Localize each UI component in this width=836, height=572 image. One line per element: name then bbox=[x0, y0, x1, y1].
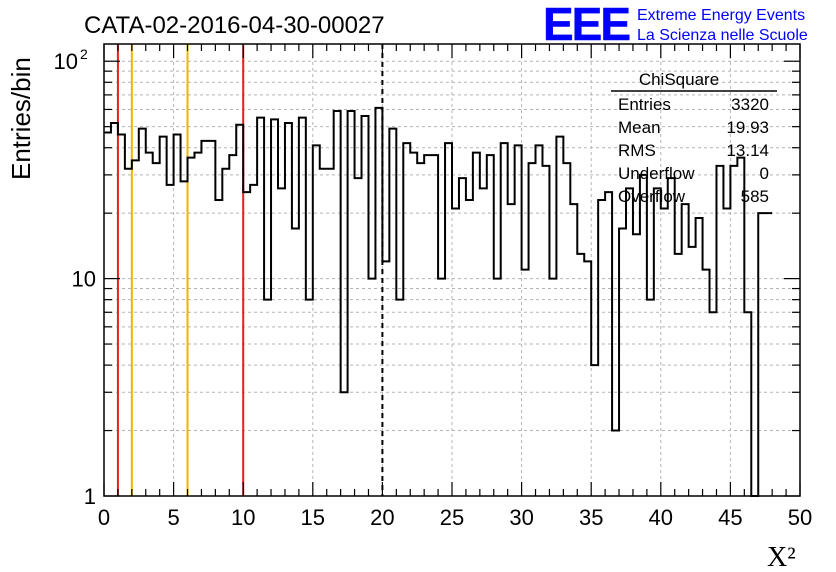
x-tick-label: 30 bbox=[509, 505, 533, 530]
logo-line-2: La Scienza nelle Scuole bbox=[637, 27, 808, 44]
x-tick-label: 15 bbox=[301, 505, 325, 530]
stats-label-entries: Entries bbox=[618, 95, 671, 114]
x-tick-label: 40 bbox=[649, 505, 673, 530]
stats-label-overflow: Overflow bbox=[618, 187, 686, 206]
annotation-lines bbox=[116, 44, 384, 496]
x-tick-label: 10 bbox=[231, 505, 255, 530]
x-tick-label: 35 bbox=[579, 505, 603, 530]
stats-title: ChiSquare bbox=[639, 70, 719, 89]
histogram-series bbox=[104, 106, 773, 497]
eee-logo-mark: EEE bbox=[543, 0, 629, 50]
stats-label-underflow: Underflow bbox=[618, 164, 695, 183]
eee-logo: EEE Extreme Energy Events La Scienza nel… bbox=[543, 0, 808, 50]
stats-label-mean: Mean bbox=[618, 118, 661, 137]
x-tick-label: 20 bbox=[370, 505, 394, 530]
stats-value-rms: 13.14 bbox=[726, 141, 769, 160]
y-tick-label: 10 bbox=[54, 49, 78, 74]
x-tick-label: 50 bbox=[788, 505, 812, 530]
x-tick-label: 45 bbox=[718, 505, 742, 530]
stats-box: ChiSquare Entries 3320 Mean 19.93 RMS 13… bbox=[611, 70, 777, 206]
x-tick-label: 5 bbox=[167, 505, 179, 530]
x-tick-label: 0 bbox=[98, 505, 110, 530]
x-axis-label: X² bbox=[767, 542, 796, 572]
y-tick-label: 10 bbox=[72, 267, 96, 292]
grid bbox=[104, 44, 800, 496]
x-tick-label: 25 bbox=[440, 505, 464, 530]
logo-line-1: Extreme Energy Events bbox=[637, 7, 805, 24]
stats-label-rms: RMS bbox=[618, 141, 656, 160]
stats-value-underflow: 0 bbox=[760, 164, 769, 183]
y-tick-label: 1 bbox=[84, 484, 96, 509]
chart-title: CATA-02-2016-04-30-00027 bbox=[84, 12, 385, 39]
stats-value-overflow: 585 bbox=[741, 187, 769, 206]
y-tick-label-exponent: 2 bbox=[80, 46, 88, 62]
y-axis-label: Entries/bin bbox=[6, 57, 36, 180]
stats-value-entries: 3320 bbox=[731, 95, 769, 114]
stats-value-mean: 19.93 bbox=[726, 118, 769, 137]
